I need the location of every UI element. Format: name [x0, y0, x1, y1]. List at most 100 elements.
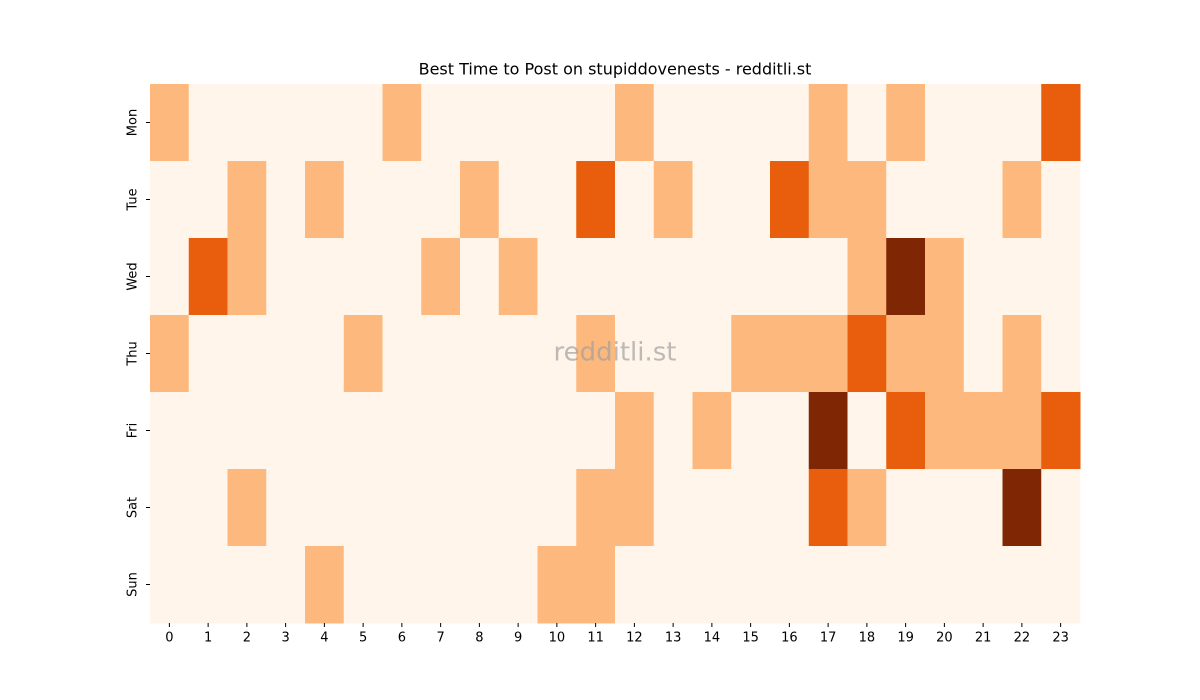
heatmap-cell	[498, 546, 538, 624]
heatmap-cell	[343, 469, 383, 547]
heatmap-cell	[925, 546, 965, 624]
heatmap-cell	[770, 84, 810, 162]
heatmap-cell	[925, 469, 965, 547]
x-tick-label: 8	[475, 631, 483, 646]
heatmap-cell	[421, 469, 461, 547]
heatmap-cell	[460, 392, 500, 470]
heatmap-cell	[343, 546, 383, 624]
heatmap-cell	[537, 84, 577, 162]
heatmap-cell	[770, 469, 810, 547]
heatmap-cell	[421, 161, 461, 239]
heatmap-cell	[188, 546, 228, 624]
x-tick-label: 14	[704, 631, 721, 646]
heatmap-cell	[847, 161, 887, 239]
heatmap-cell	[925, 84, 965, 162]
x-tick-label: 5	[359, 631, 367, 646]
y-tick-label: Sun	[126, 572, 141, 597]
heatmap-cell	[615, 238, 655, 316]
heatmap-cell	[343, 238, 383, 316]
x-tick-label: 23	[1052, 631, 1069, 646]
y-tick-label: Fri	[126, 423, 141, 439]
heatmap-cell	[188, 84, 228, 162]
x-tick-label: 4	[320, 631, 328, 646]
heatmap-cell	[460, 546, 500, 624]
heatmap-cell	[963, 469, 1003, 547]
y-tick-label: Mon	[126, 109, 141, 136]
heatmap-cell	[692, 238, 732, 316]
heatmap-cell	[886, 84, 926, 162]
heatmap-cell	[421, 546, 461, 624]
heatmap-cell	[421, 392, 461, 470]
heatmap-cell	[886, 469, 926, 547]
heatmap-cell	[925, 392, 965, 470]
heatmap-cell	[188, 469, 228, 547]
heatmap-cell	[615, 469, 655, 547]
heatmap-cell	[382, 469, 422, 547]
heatmap-cell	[305, 161, 345, 239]
heatmap-cell	[460, 315, 500, 393]
chart-title: Best Time to Post on stupiddovenests - r…	[419, 60, 812, 79]
heatmap-cell	[537, 469, 577, 547]
heatmap-cell	[266, 84, 306, 162]
x-tick-label: 17	[820, 631, 837, 646]
heatmap-cell	[460, 469, 500, 547]
heatmap-cell	[382, 315, 422, 393]
heatmap-cell	[227, 84, 267, 162]
heatmap-cell	[576, 315, 616, 393]
heatmap-cell	[537, 315, 577, 393]
x-tick-label: 19	[897, 631, 914, 646]
heatmap-cell	[382, 161, 422, 239]
heatmap-cell	[808, 84, 848, 162]
heatmap-cell	[382, 392, 422, 470]
x-tick-label: 22	[1014, 631, 1031, 646]
heatmap-cell	[770, 392, 810, 470]
heatmap-cell	[150, 546, 190, 624]
heatmap-cell	[1002, 469, 1042, 547]
heatmap-cell	[227, 546, 267, 624]
heatmap-cell	[498, 161, 538, 239]
heatmap-cell	[653, 84, 693, 162]
watermark: redditli.st	[554, 338, 677, 368]
heatmap-cell	[770, 161, 810, 239]
heatmap-cell	[188, 392, 228, 470]
y-tick-label: Wed	[126, 262, 141, 290]
heatmap-cell	[305, 392, 345, 470]
x-tick-label: 16	[781, 631, 798, 646]
heatmap-cell	[537, 546, 577, 624]
x-tick-label: 0	[165, 631, 173, 646]
heatmap-cell	[305, 84, 345, 162]
heatmap-cell	[498, 392, 538, 470]
heatmap-cell	[537, 392, 577, 470]
heatmap-cell	[266, 238, 306, 316]
heatmap-cell	[150, 392, 190, 470]
heatmap-cell	[615, 315, 655, 393]
heatmap-cell	[460, 161, 500, 239]
heatmap-cell	[188, 315, 228, 393]
heatmap-cell	[847, 315, 887, 393]
x-tick-label: 6	[398, 631, 406, 646]
heatmap-cell	[382, 546, 422, 624]
heatmap-cell	[692, 84, 732, 162]
heatmap-cell	[886, 161, 926, 239]
heatmap-cell	[266, 392, 306, 470]
heatmap-cell	[808, 161, 848, 239]
heatmap-cell	[266, 161, 306, 239]
x-tick-label: 12	[626, 631, 643, 646]
heatmap-cell	[1002, 84, 1042, 162]
heatmap-cell	[498, 469, 538, 547]
heatmap-cell	[343, 392, 383, 470]
heatmap-cell	[1041, 469, 1081, 547]
heatmap-cell	[537, 161, 577, 239]
heatmap-cell	[227, 315, 267, 393]
heatmap-cell	[653, 315, 693, 393]
heatmap-cell	[150, 238, 190, 316]
heatmap-cell	[343, 84, 383, 162]
heatmap-cell	[150, 469, 190, 547]
x-tick-label: 9	[514, 631, 522, 646]
heatmap-cell	[615, 392, 655, 470]
x-tick-label: 20	[936, 631, 953, 646]
y-tick-label: Thu	[126, 341, 141, 366]
heatmap-cell	[1002, 315, 1042, 393]
heatmap-cell	[653, 161, 693, 239]
